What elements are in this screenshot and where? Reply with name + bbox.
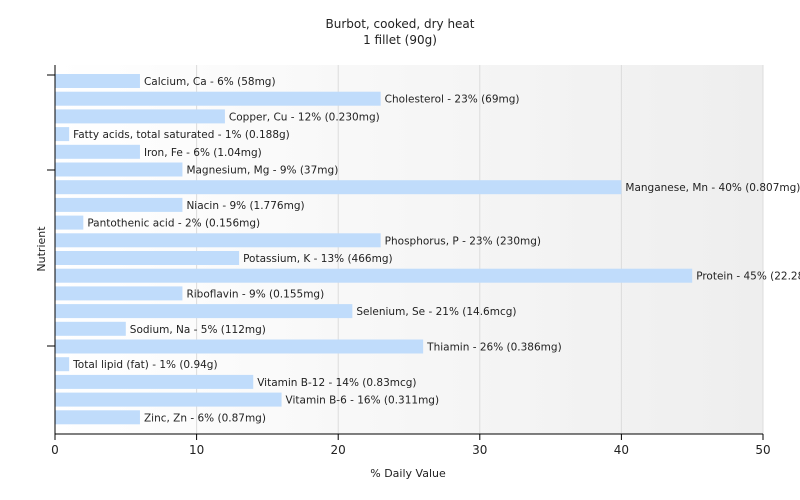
bar [55, 251, 240, 265]
bar-label: Selenium, Se - 21% (14.6mcg) [356, 306, 516, 318]
bar-label: Riboflavin - 9% (0.155mg) [186, 288, 324, 300]
bar [55, 304, 353, 319]
bar-label: Pantothenic acid - 2% (0.156mg) [87, 218, 260, 230]
bar [55, 286, 183, 301]
chart-title: Burbot, cooked, dry heat [325, 17, 474, 31]
bar [55, 268, 693, 283]
bar [55, 339, 424, 354]
bar [55, 357, 70, 372]
bar-label: Copper, Cu - 12% (0.230mg) [229, 111, 380, 123]
bar [55, 392, 282, 407]
bar-label: Cholesterol - 23% (69mg) [385, 94, 520, 106]
axes: 0 10 20 30 40 50 [47, 65, 771, 457]
bar-label: Calcium, Ca - 6% (58mg) [144, 76, 276, 88]
bar-label: Total lipid (fat) - 1% (0.94g) [72, 359, 217, 371]
x-axis-label: % Daily Value [370, 467, 446, 480]
bar-label: Niacin - 9% (1.776mg) [186, 200, 304, 212]
bar [55, 127, 70, 142]
bar [55, 233, 381, 248]
bar [55, 109, 225, 124]
bar [55, 91, 381, 106]
bar-label: Phosphorus, P - 23% (230mg) [385, 235, 541, 247]
bar [55, 74, 140, 88]
bar [55, 374, 254, 389]
bar [55, 321, 126, 336]
bar-label: Potassium, K - 13% (466mg) [243, 253, 393, 265]
bar [55, 215, 84, 230]
x-tick-label: 20 [331, 443, 346, 457]
bar-label: Manganese, Mn - 40% (0.807mg) [625, 182, 800, 194]
x-tick-label: 10 [189, 443, 204, 457]
grid-lines [196, 65, 764, 434]
bar-label: Iron, Fe - 6% (1.04mg) [144, 147, 262, 159]
x-tick-label: 50 [755, 443, 770, 457]
bar [55, 410, 140, 425]
bar-label: Zinc, Zn - 6% (0.87mg) [144, 412, 266, 424]
bar-labels: Calcium, Ca - 6% (58mg) Cholesterol - 23%… [72, 76, 800, 424]
x-tick-label: 0 [51, 443, 59, 457]
bar-label: Protein - 45% (22.28g) [696, 271, 800, 283]
bar [55, 144, 140, 159]
y-axis-label: Nutrient [35, 226, 48, 272]
bar [55, 197, 183, 212]
bar [55, 162, 183, 177]
bar-label: Magnesium, Mg - 9% (37mg) [186, 165, 338, 177]
chart-subtitle: 1 fillet (90g) [363, 33, 437, 47]
plot-background [55, 65, 763, 434]
bar-label: Fatty acids, total saturated - 1% (0.188… [73, 129, 290, 141]
x-tick-label: 40 [614, 443, 629, 457]
bars [55, 74, 693, 425]
bar-label: Sodium, Na - 5% (112mg) [130, 324, 266, 336]
x-tick-label: 30 [472, 443, 487, 457]
bar-label: Vitamin B-12 - 14% (0.83mcg) [257, 377, 416, 389]
bar-label: Vitamin B-6 - 16% (0.311mg) [286, 395, 440, 407]
bar-label: Thiamin - 26% (0.386mg) [426, 342, 562, 354]
bar [55, 180, 622, 195]
